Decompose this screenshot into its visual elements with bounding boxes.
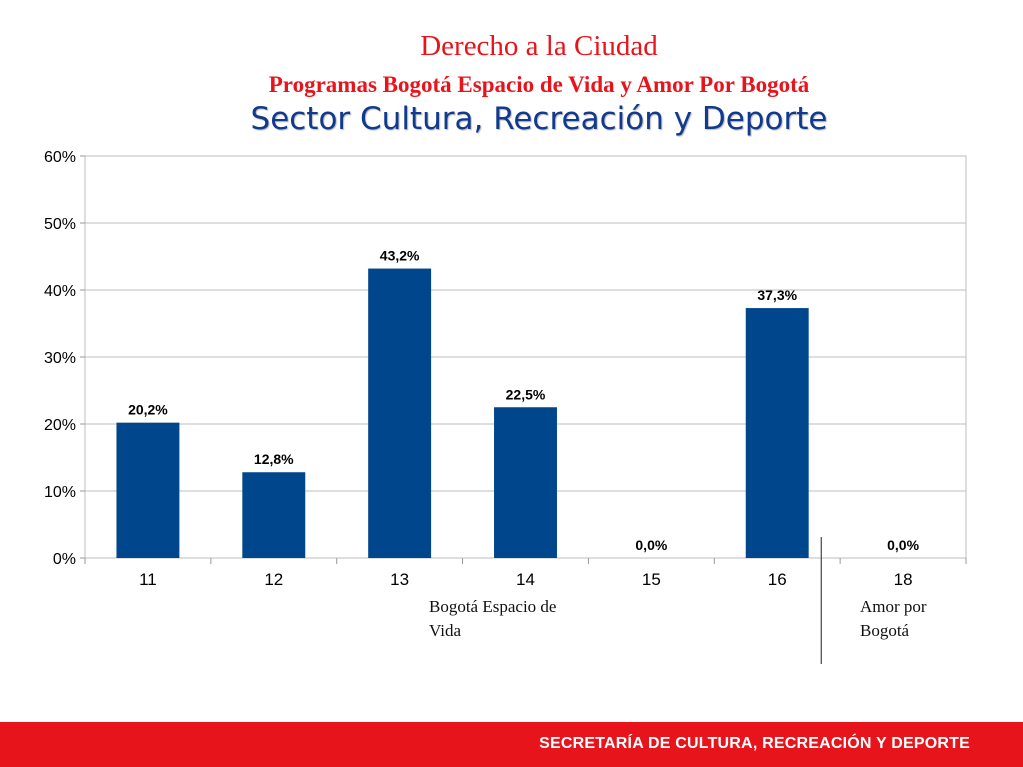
x-tick-label: 13 [390, 570, 409, 589]
data-label: 12,8% [254, 451, 294, 467]
data-label: 0,0% [887, 537, 919, 553]
data-label: 0,0% [635, 537, 667, 553]
y-tick-label: 40% [44, 283, 76, 300]
x-tick-label: 15 [642, 570, 661, 589]
data-label: 37,3% [757, 287, 797, 303]
group-label-espacio-de-vida: Bogotá Espacio de Vida [429, 597, 557, 640]
footer-text: SECRETARÍA DE CULTURA, RECREACIÓN Y DEPO… [539, 735, 970, 752]
bar [242, 472, 306, 558]
y-tick-label: 30% [44, 350, 76, 367]
bar [745, 308, 809, 558]
y-tick-label: 50% [44, 216, 76, 233]
chart-subtitle: Programas Bogotá Espacio de Vida y Amor … [268, 72, 810, 97]
bar [494, 407, 557, 558]
footer-bar: SECRETARÍA DE CULTURA, RECREACIÓN Y DEPO… [0, 722, 1023, 767]
x-tick-label: 12 [264, 570, 283, 589]
sector-title: Sector Cultura, Recreación y Deporte [250, 101, 828, 137]
x-tick-label: 11 [139, 570, 157, 589]
y-tick-label: 60% [44, 149, 76, 166]
bar-chart: 0% 10% 20% 30% 40% 50% 60% 20,2% 11 12,8% 12 43,2% 1… [44, 149, 967, 664]
group-label-amor-por-bogota: Amor por Bogotá [860, 597, 927, 640]
bar [116, 422, 180, 558]
bar [368, 268, 432, 558]
x-tick-label: 18 [894, 570, 913, 589]
chart-title: Derecho a la Ciudad [420, 30, 658, 62]
y-tick-label: 0% [53, 551, 76, 568]
x-tick-label: 14 [516, 570, 535, 589]
x-tick-label: 16 [768, 570, 787, 589]
data-label: 20,2% [128, 402, 168, 418]
y-tick-label: 20% [44, 417, 76, 434]
data-label: 43,2% [380, 248, 420, 264]
y-tick-label: 10% [44, 484, 76, 501]
data-label: 22,5% [506, 386, 546, 402]
